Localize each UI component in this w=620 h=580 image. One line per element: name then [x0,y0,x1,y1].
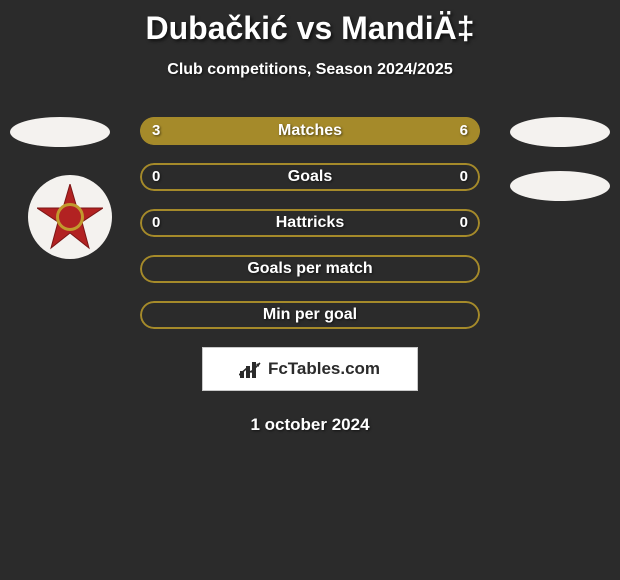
date-text: 1 october 2024 [0,415,620,435]
left-player-badge [10,117,110,147]
left-club-logo [28,175,112,259]
stat-bar: 00Hattricks [140,209,480,237]
bar-label: Hattricks [140,209,480,237]
bar-label: Matches [140,117,480,145]
bar-label: Min per goal [140,301,480,329]
stat-bar: Goals per match [140,255,480,283]
content-region: 36Matches 00Goals 00Hattricks Goals per mat… [0,117,620,435]
club-logo-ring-icon [56,203,84,231]
stat-bars-container: 36Matches 00Goals 00Hattricks Goals per mat… [140,117,480,329]
stat-bar: 36Matches [140,117,480,145]
right-player-badge [510,117,610,147]
brand-box[interactable]: FcTables.com [202,347,418,391]
page-subtitle: Club competitions, Season 2024/2025 [0,61,620,79]
page-root: Dubačkić vs MandiÄ‡ Club competitions, S… [0,0,620,580]
stat-bar: 00Goals [140,163,480,191]
bar-label: Goals [140,163,480,191]
page-title: Dubačkić vs MandiÄ‡ [0,0,620,47]
stat-bar: Min per goal [140,301,480,329]
bar-chart-icon [240,360,262,378]
bar-label: Goals per match [140,255,480,283]
right-club-badge [510,171,610,201]
club-logo-star-icon [37,184,103,250]
brand-text: FcTables.com [268,359,380,379]
